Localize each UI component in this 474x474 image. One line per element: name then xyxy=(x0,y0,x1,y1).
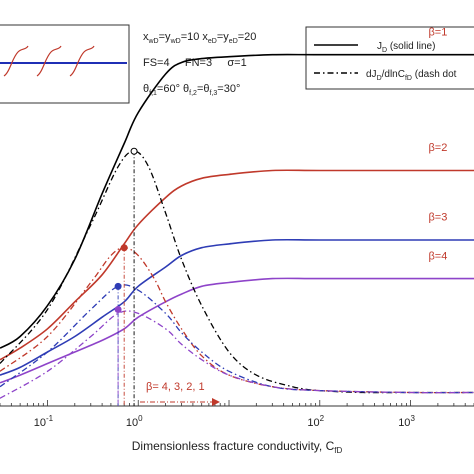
schematic-fracture-1 xyxy=(3,45,29,77)
beta-order-annotation: β= 4, 3, 2, 1 xyxy=(140,381,220,406)
beta-label-1: β=1 xyxy=(428,26,447,38)
beta-label-2: β=2 xyxy=(428,142,447,154)
beta-label-4: β=4 xyxy=(428,250,447,262)
x-tick-label: 100 xyxy=(126,414,143,429)
param-line-3: θf,1=60° θf,2=θf,3=30° xyxy=(143,83,240,97)
legend: JD (solid line) dJD/dlnCfD (dash dot xyxy=(305,26,474,90)
legend-frame xyxy=(305,26,474,90)
series-line-5 xyxy=(0,247,474,394)
series-line-1 xyxy=(0,169,474,361)
series-line-0 xyxy=(0,53,474,349)
beta-order-arrowhead xyxy=(212,398,220,406)
param-line-2: FS=4 FN=3 σ=1 xyxy=(143,57,247,69)
series-layer xyxy=(0,53,474,399)
legend-label-solid: JD (solid line) xyxy=(377,41,435,54)
x-tick-label: 10-1 xyxy=(34,414,54,429)
x-tick-label: 102 xyxy=(307,414,324,429)
series-line-7 xyxy=(0,310,474,399)
beta-order-label: β= 4, 3, 2, 1 xyxy=(146,381,205,393)
beta-label-3: β=3 xyxy=(428,212,447,224)
peaks-layer xyxy=(114,147,138,406)
peak-marker-3 xyxy=(114,306,122,313)
param-line-1: xwD=ywD=10 xeD=yeD=20 xyxy=(143,31,256,45)
series-line-2 xyxy=(0,238,474,376)
legend-label-dashdot: dJD/dlnCfD (dash dot xyxy=(366,69,457,82)
peak-marker-0 xyxy=(130,147,138,155)
peak-marker-2 xyxy=(114,282,122,290)
parameters-block: xwD=ywD=10 xeD=yeD=20 FS=4 FN=3 σ=1 θf,1… xyxy=(143,31,256,97)
x-tick-label: 103 xyxy=(398,414,415,429)
schematic-fracture-2 xyxy=(36,45,62,77)
peak-marker-1 xyxy=(120,244,128,252)
axes: 10-1 100 102 103 xyxy=(0,400,474,429)
x-axis-label: Dimensionless fracture conductivity, CfD xyxy=(132,439,343,455)
schematic-fracture-3 xyxy=(69,45,95,77)
labels-layer: β=1 β=2 β=3 β=4 xyxy=(428,26,447,262)
schematic-inset xyxy=(0,24,130,104)
